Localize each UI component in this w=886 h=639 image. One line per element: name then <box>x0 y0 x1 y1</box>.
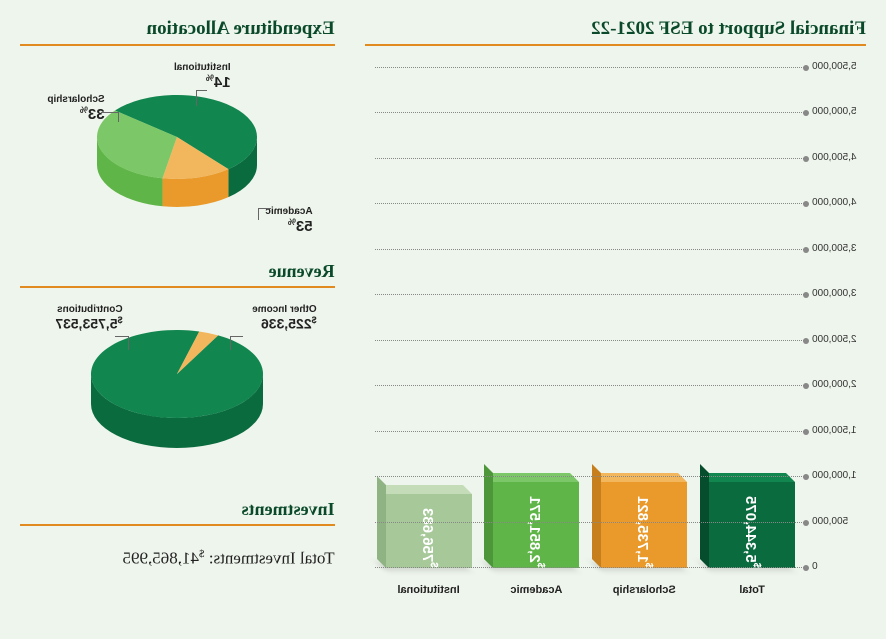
expenditure-title: Expenditure Allocation <box>20 18 335 46</box>
expenditure-pie: Academic53% Scholarship33% Institutional14… <box>20 58 335 243</box>
investments-total: Total Investments: $41,865,995 <box>20 548 335 569</box>
investments-title: Investments <box>20 499 335 526</box>
bar-academic: $2,851,571Academic <box>491 482 581 568</box>
investments-prefix: Total Investments: <box>205 549 335 568</box>
exp-slice-label-scholarship: Scholarship33% <box>47 94 104 123</box>
exp-slice-label-academic: Academic53% <box>265 206 312 235</box>
revenue-title: Revenue <box>20 261 335 288</box>
bar-scholarship: $1,735,821Scholarship <box>599 482 689 568</box>
bar-institutional: $756,683Institutional <box>384 494 474 568</box>
bar-chart-title: Financial Support to ESF 2021-22 <box>365 18 866 46</box>
revenue-pie: Contributions$5,753,537 Other Income$225,… <box>20 296 335 481</box>
bar-chart: $756,683Institutional$2,851,571Academic$… <box>365 58 866 608</box>
rev-slice-label-other income: Other Income$225,336 <box>252 304 316 332</box>
rev-slice-label-contributions: Contributions$5,753,537 <box>55 304 122 332</box>
exp-slice-label-institutional: Institutional14% <box>174 62 231 91</box>
bar-total: $5,344,075Total <box>707 482 797 568</box>
investments-amount: 41,865,995 <box>123 549 200 568</box>
